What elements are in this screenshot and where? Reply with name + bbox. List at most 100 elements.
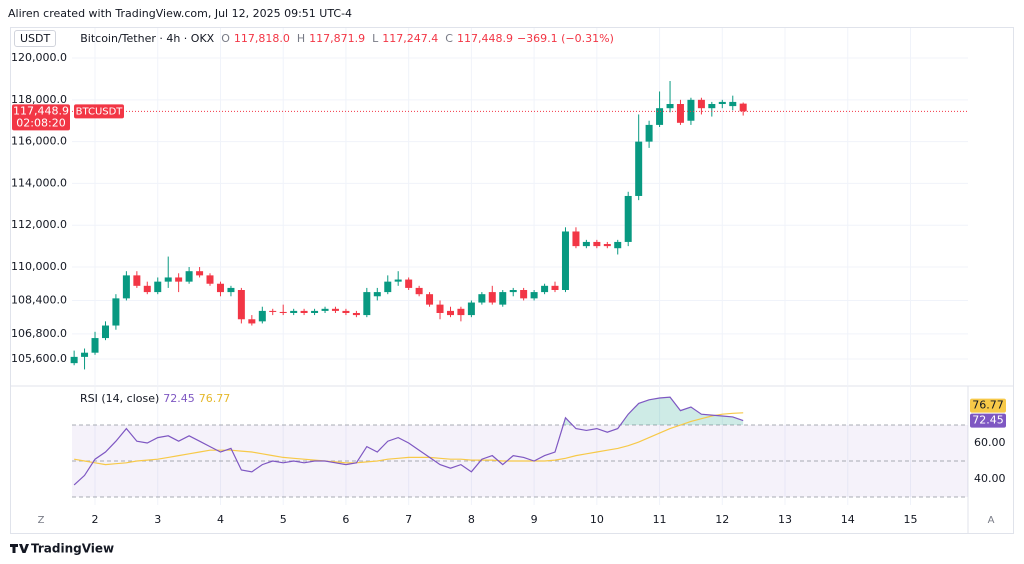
candle-body (269, 310, 277, 312)
rsi-badge-text: 72.45 (972, 414, 1004, 427)
x-tick-label: 4 (217, 513, 224, 526)
candle-body (603, 244, 611, 247)
candle-body (656, 108, 664, 125)
candle-body (499, 292, 507, 305)
candle-body (384, 281, 392, 293)
candle-body (551, 285, 559, 291)
ohlc-label: L (372, 32, 379, 45)
rsi-ma-value: 76.77 (198, 392, 231, 405)
candle-body (227, 287, 235, 293)
symbol-badge (74, 104, 124, 119)
candle-body (248, 319, 256, 324)
candle-body (405, 279, 413, 288)
candle-body (112, 298, 120, 326)
candle-body (530, 292, 538, 299)
x-tick-label: 2 (92, 513, 99, 526)
rsi-tick-label: 40.00 (974, 472, 1006, 485)
price-change: −369.1 (−0.31%) (516, 32, 614, 45)
y-tick-label: 110,000.0 (11, 260, 67, 273)
candle-body (635, 141, 643, 196)
candle-body (541, 285, 549, 293)
logo-text: TradingView (31, 542, 114, 556)
candle-body (373, 292, 381, 297)
candle-body (143, 285, 151, 293)
candle-body (196, 271, 204, 276)
y-tick-label: 116,000.0 (11, 135, 67, 148)
candle-body (311, 310, 319, 313)
x-tick-label: 11 (653, 513, 667, 526)
candle-body (133, 275, 141, 286)
candle-body (415, 287, 423, 295)
candle-body (729, 101, 737, 107)
candle-body (258, 310, 266, 322)
ohlc-label: H (296, 32, 306, 45)
rsi-badge-text: 76.77 (972, 399, 1004, 412)
scale-button[interactable]: A (988, 515, 995, 526)
candle-body (687, 99, 695, 121)
countdown-text: 02:08:20 (16, 116, 65, 129)
candle-body (122, 275, 130, 299)
candle-body (237, 290, 245, 320)
price-badge-text: 117,448.9 (13, 104, 69, 117)
candle-body (279, 311, 287, 313)
rsi-label: RSI (14, close) (80, 392, 160, 405)
candle-body (426, 294, 434, 305)
candle-body (457, 308, 465, 316)
candle-body (216, 283, 224, 293)
ohlc-value: 117,247.4 (382, 32, 439, 45)
attribution: Aliren created with TradingView.com, Jul… (8, 7, 353, 20)
y-tick-label: 120,000.0 (11, 51, 67, 64)
currency-button[interactable]: USDT (14, 30, 57, 47)
rsi-badge (970, 413, 1006, 428)
chart-frame (10, 27, 1014, 534)
candle-body (676, 104, 684, 123)
ohlc-label: O (221, 32, 230, 45)
rsi-badge (970, 398, 1006, 413)
rsi-value: 72.45 (163, 392, 195, 405)
rsi-line (73, 396, 744, 486)
candle-body (520, 290, 528, 299)
y-tick-label: 108,400.0 (11, 293, 67, 306)
candle-body (467, 302, 475, 316)
x-tick-label: 13 (778, 513, 792, 526)
symbol-legend: USDT Bitcoin/Tether · 4h · OKX O 117,818.… (14, 30, 614, 47)
rsi-legend: RSI (14, close) 72.45 76.77 (80, 392, 230, 405)
logo: TradingView (10, 542, 114, 556)
candle-body (666, 104, 674, 109)
candle-body (321, 308, 329, 311)
scale-button[interactable]: Z (38, 515, 45, 526)
candle-body (300, 310, 308, 313)
candle-body (185, 271, 193, 282)
candle-body (290, 310, 298, 313)
candle-body (645, 124, 653, 142)
candle-body (363, 292, 371, 316)
candle-body (624, 195, 632, 242)
x-tick-label: 10 (590, 513, 604, 526)
candle-body (509, 290, 517, 293)
candle-body (488, 292, 496, 303)
candle-body (572, 231, 580, 247)
x-tick-label: 9 (531, 513, 538, 526)
x-tick-label: 14 (841, 513, 855, 526)
y-tick-label: 118,000.0 (11, 93, 67, 106)
y-tick-label: 106,800.0 (11, 327, 67, 340)
candle-body (478, 294, 486, 303)
candle-body (164, 277, 172, 282)
candle-body (436, 304, 444, 313)
price-badge (12, 104, 70, 131)
y-tick-label: 105,600.0 (11, 352, 67, 365)
y-tick-label: 112,000.0 (11, 218, 67, 231)
candle-body (154, 281, 162, 293)
x-tick-label: 7 (405, 513, 412, 526)
candle-body (70, 356, 78, 364)
candle-body (175, 277, 183, 282)
rsi-overbought-fill (74, 397, 744, 426)
candle-body (697, 99, 705, 109)
x-tick-label: 3 (154, 513, 161, 526)
x-tick-label: 15 (903, 513, 917, 526)
candle-body (718, 101, 726, 105)
candle-body (446, 310, 454, 316)
attribution-row: Aliren created with TradingView.com, Jul… (8, 7, 352, 20)
